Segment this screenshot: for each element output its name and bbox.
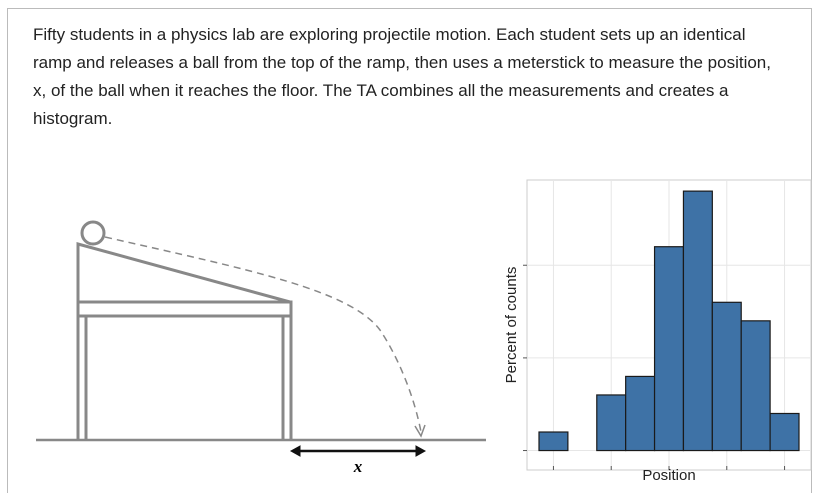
bar: [769, 412, 800, 452]
y-axis-label: Percent of counts: [503, 267, 520, 384]
question-text: Fifty students in a physics lab are expl…: [33, 25, 771, 128]
bar: [711, 301, 742, 452]
histogram: [523, 181, 810, 470]
distance-label: x: [353, 457, 363, 476]
bar: [740, 320, 771, 452]
bar: [538, 431, 569, 452]
bar: [682, 190, 713, 452]
bar: [596, 394, 627, 452]
bar: [653, 246, 685, 452]
bar: [625, 375, 656, 452]
ramp-diagram: [36, 220, 486, 457]
x-axis-label: Position: [642, 467, 695, 484]
